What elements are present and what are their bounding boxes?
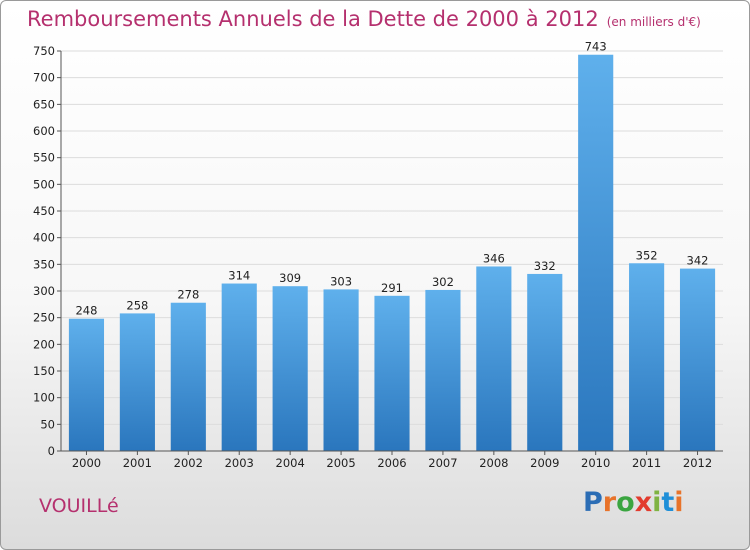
data-label-2009: 332 [534,259,556,273]
bar-2002 [170,302,206,451]
x-tick-label-2000: 2000 [72,456,101,470]
axes [57,50,723,455]
bar-2005 [323,289,359,451]
x-tick-label-2012: 2012 [683,456,712,470]
x-tick-label-2010: 2010 [581,456,610,470]
brand-logo-letter: P [583,487,603,518]
brand-logo: Proxiti [583,487,684,518]
x-tick-label-2008: 2008 [479,456,508,470]
bar-2010 [578,54,614,451]
brand-logo-letter: i [674,487,684,518]
chart-title: Remboursements Annuels de la Dette de 20… [27,7,701,31]
y-tick-label: 700 [33,71,55,85]
x-tick-label-2009: 2009 [530,456,559,470]
bars [68,54,716,451]
x-tick-label-2001: 2001 [123,456,152,470]
x-tick-label-2004: 2004 [276,456,305,470]
data-label-2005: 303 [330,274,352,288]
y-tick-label: 750 [33,44,55,58]
x-tick-label-2011: 2011 [632,456,661,470]
brand-logo-letter: r [602,487,617,518]
data-label-2004: 309 [279,271,301,285]
y-tick-label: 500 [33,177,55,191]
x-tick-label-2005: 2005 [326,456,355,470]
data-label-2001: 258 [126,298,148,312]
y-tick-label: 450 [33,204,55,218]
y-tick-label: 250 [33,311,55,325]
y-tick-label: 400 [33,231,55,245]
x-tick-label-2007: 2007 [428,456,457,470]
chart-title-text: Remboursements Annuels de la Dette de 20… [27,7,599,31]
x-tick-label-2002: 2002 [174,456,203,470]
bar-2004 [272,286,308,451]
y-tick-label: 300 [33,284,55,298]
bar-2007 [425,289,461,451]
data-label-2010: 743 [585,40,607,54]
y-tick-label: 200 [33,337,55,351]
bar-2008 [476,266,512,451]
y-tick-label: 550 [33,151,55,165]
y-tick-label: 100 [33,391,55,405]
brand-logo-letter: i [652,487,662,518]
brand-logo-letter: o [616,487,635,518]
x-tick-label-2006: 2006 [377,456,406,470]
bar-2001 [119,313,155,451]
y-tick-label: 150 [33,364,55,378]
chart-unit: (en milliers d'€) [606,15,701,29]
brand-logo-letter: x [634,487,653,518]
location-name: VOUILLé [39,495,119,517]
bar-2000 [68,318,105,451]
data-label-2008: 346 [483,251,505,265]
x-tick-label-2003: 2003 [225,456,254,470]
y-tick-label: 0 [48,444,55,458]
labels: 0 50 100 150 200 250 300 350 400 450 500 550 600 650 7… [33,40,712,470]
bar-2006 [374,295,410,451]
bar-2012 [679,268,716,451]
brand-logo-letter: t [661,487,675,518]
y-tick-label: 650 [33,97,55,111]
bar-2009 [527,273,563,451]
data-label-2002: 278 [177,288,199,302]
bar-2003 [221,283,257,451]
y-tick-label: 350 [33,257,55,271]
y-tick-label: 600 [33,124,55,138]
data-label-2011: 352 [636,248,658,262]
y-tick-label: 50 [40,417,55,431]
data-label-2006: 291 [381,281,403,295]
data-label-2000: 248 [75,304,97,318]
data-label-2003: 314 [228,269,250,283]
data-label-2007: 302 [432,275,454,289]
data-label-2012: 342 [687,254,709,268]
bar-2011 [629,263,665,451]
